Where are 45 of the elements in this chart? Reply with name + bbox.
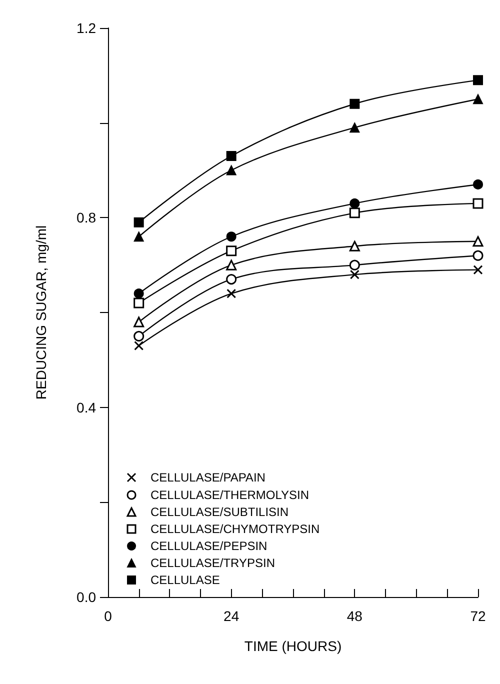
point (472, 250, 484, 261)
x-tick-label: 0 (104, 608, 112, 624)
point (350, 98, 360, 109)
x-tick-label: 24 (224, 608, 240, 624)
y-tick-label: 0.0 (76, 589, 96, 605)
point (134, 288, 144, 299)
legend-label: CELLULASE/SUBTILISIN (150, 505, 289, 519)
y-tick-label: 0.4 (76, 399, 96, 416)
point (134, 330, 144, 342)
point (472, 236, 484, 247)
point (350, 122, 360, 133)
point (350, 198, 360, 208)
legend-label: CELLULASE/TRYPSIN (150, 556, 275, 570)
point (226, 288, 236, 298)
y-tick-label: 0.8 (76, 210, 96, 226)
point (134, 232, 144, 242)
point (472, 198, 484, 209)
y-tick-label: 1.2 (76, 20, 96, 36)
point (350, 270, 360, 280)
point (473, 94, 483, 104)
legend-label: CELLULASE/PAPAIN (150, 470, 266, 484)
point (226, 274, 237, 285)
x-axis-title: TIME (HOURS) (244, 638, 342, 654)
point (473, 265, 483, 275)
point (134, 340, 144, 350)
legend-label: CELLULASE/PEPSIN (150, 539, 268, 553)
point (226, 260, 237, 270)
legend-label: CELLULASE (150, 573, 220, 587)
legend-label: CELLULASE/THERMOLYSIN (150, 488, 309, 502)
x-tick-label: 48 (346, 608, 363, 624)
legend-label: CELLULASE/CHYMOTRYPSIN (150, 522, 320, 536)
point (134, 298, 144, 308)
point (349, 208, 360, 218)
point (226, 165, 236, 176)
point (473, 179, 483, 190)
point (226, 151, 236, 162)
point (134, 217, 144, 228)
x-tick-label: 72 (470, 608, 486, 624)
point (226, 232, 236, 242)
y-axis-title: REDUCING SUGAR, mg/ml (33, 225, 49, 400)
point (349, 240, 360, 252)
point (349, 260, 360, 270)
point (473, 75, 483, 86)
point (226, 246, 237, 256)
point (134, 316, 144, 328)
